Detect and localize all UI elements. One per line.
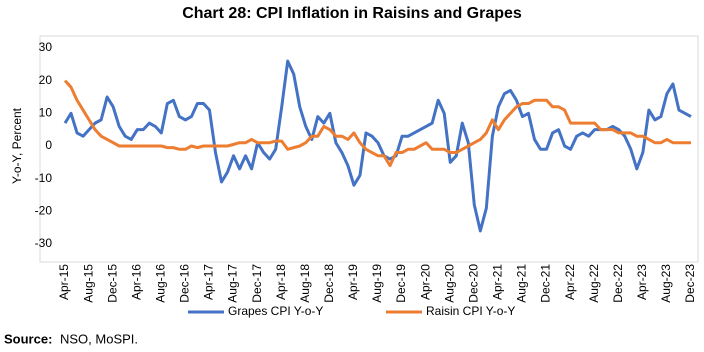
x-tick-label: Dec-18: [322, 264, 336, 303]
legend-label: Grapes CPI Y-o-Y: [228, 304, 323, 318]
y-tick-label: -20: [35, 204, 53, 218]
x-tick-label: Apr-18: [274, 264, 288, 300]
x-tick-label: Aug-17: [226, 264, 240, 303]
x-tick-label: Dec-21: [539, 264, 553, 303]
x-tick-label: Dec-15: [105, 264, 119, 303]
series-line: [63, 79, 691, 168]
x-tick-label: Dec-16: [178, 264, 192, 303]
x-tick-label: Aug-19: [370, 264, 384, 303]
source-label: Source:: [4, 331, 52, 346]
x-tick-label: Dec-17: [250, 264, 264, 303]
x-tick-label: Aug-22: [587, 264, 601, 303]
x-tick-label: Aug-23: [659, 264, 673, 303]
legend-label: Raisin CPI Y-o-Y: [426, 304, 515, 318]
x-tick-label: Apr-20: [418, 264, 432, 300]
x-tick-label: Apr-16: [129, 264, 143, 300]
y-tick-label: -10: [35, 171, 53, 185]
chart-title: Chart 28: CPI Inflation in Raisins and G…: [182, 5, 522, 22]
x-tick-label: Dec-22: [611, 264, 625, 303]
x-tick-label: Dec-19: [394, 264, 408, 303]
x-tick-label: Dec-20: [466, 264, 480, 303]
y-tick-label: 10: [39, 106, 53, 120]
x-tick-label: Apr-22: [563, 264, 577, 300]
y-tick-label: 30: [39, 40, 53, 54]
y-axis-label: Y-o-Y, Percent: [10, 107, 24, 184]
y-tick-label: 20: [39, 73, 53, 87]
x-tick-label: Aug-20: [442, 264, 456, 303]
source-text: NSO, MoSPI.: [60, 331, 138, 346]
x-tick-label: Aug-15: [81, 264, 95, 303]
y-tick-label: -30: [35, 236, 53, 250]
series-line: [63, 59, 692, 233]
x-tick-label: Aug-18: [298, 264, 312, 303]
plot-border: [39, 35, 699, 263]
x-tick-label: Aug-16: [153, 264, 167, 303]
x-tick-label: Dec-23: [683, 264, 697, 303]
x-tick-label: Apr-17: [202, 264, 216, 300]
x-tick-label: Apr-21: [491, 264, 505, 300]
x-tick-label: Apr-23: [635, 264, 649, 300]
x-tick-label: Aug-21: [515, 264, 529, 303]
x-tick-label: Apr-19: [346, 264, 360, 300]
y-tick-label: 0: [45, 138, 52, 152]
x-tick-label: Apr-15: [57, 264, 71, 300]
